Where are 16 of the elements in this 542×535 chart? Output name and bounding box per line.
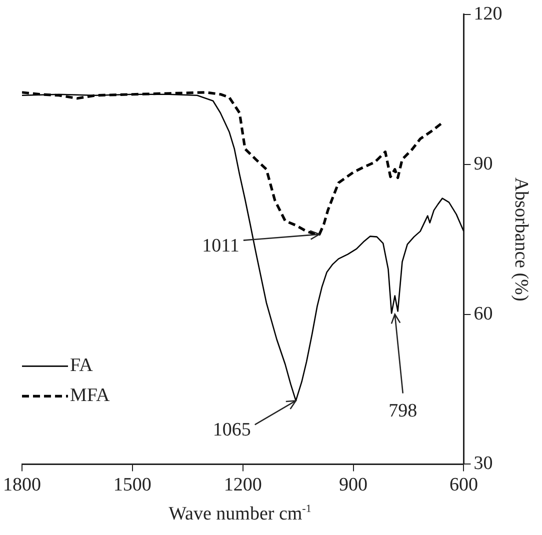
y-axis-title: Absorbance (%) [510,177,532,302]
x-tick-label: 900 [339,474,368,496]
y-tick-label: 90 [474,153,493,174]
x-axis-title: Wave number cm$^{-1}$ [168,503,312,526]
y-tick-label: 120 [474,3,502,24]
x-tick-label: 600 [449,474,478,496]
annotation: 798 [388,400,418,422]
x-tick-label: 1200 [224,474,262,496]
x-tick-label: 1500 [113,474,152,496]
y-tick-label: 30 [474,453,493,474]
legend-label: MFA [70,385,110,406]
annotation: 1011 [202,235,240,256]
legend-label: FA [70,355,94,376]
x-tick-label: 1800 [3,474,41,496]
y-tick-label: 60 [474,303,493,324]
annotation: 1065 [212,420,251,441]
